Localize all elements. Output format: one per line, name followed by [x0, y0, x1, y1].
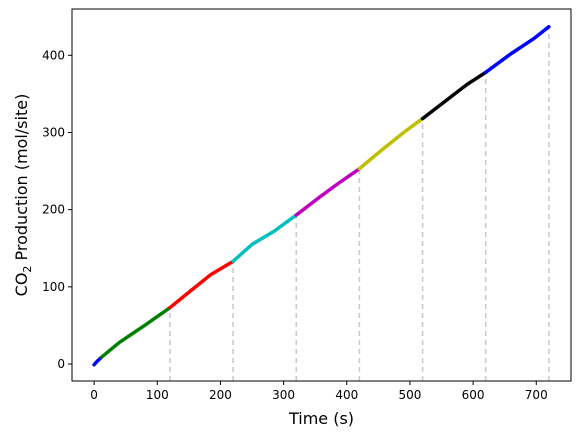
series-line-6 — [420, 70, 488, 121]
y-axis-label-rest: Production (mol/site) — [12, 94, 31, 266]
x-tick-label-0: 0 — [90, 388, 98, 402]
y-axis-label-subscript: 2 — [21, 266, 34, 273]
series-line-4 — [294, 167, 362, 217]
x-tick-label-3: 300 — [272, 388, 295, 402]
x-tick-label-7: 700 — [525, 388, 548, 402]
y-tick-label-0: 0 — [57, 357, 65, 371]
data-series — [92, 25, 551, 367]
x-tick-label-5: 500 — [398, 388, 421, 402]
axes-frame — [71, 8, 572, 382]
series-line-7 — [483, 25, 551, 75]
x-axis-label: Time (s) — [288, 409, 354, 428]
x-tick-label-1: 100 — [146, 388, 169, 402]
series-line-1 — [99, 305, 172, 359]
y-axis-ticks: 0 100 200 300 400 — [42, 48, 72, 371]
x-tick-label-6: 600 — [462, 388, 485, 402]
series-line-5 — [357, 116, 425, 171]
y-axis-label-main: CO — [12, 273, 31, 297]
x-tick-label-4: 400 — [335, 388, 358, 402]
series-line-2 — [168, 259, 235, 310]
series-line-3 — [231, 213, 298, 264]
y-tick-label-4: 400 — [42, 48, 65, 62]
x-axis-ticks: 0 100 200 300 400 500 600 700 — [90, 381, 548, 402]
y-tick-label-2: 200 — [42, 203, 65, 217]
y-tick-label-1: 100 — [42, 280, 65, 294]
y-tick-label-3: 300 — [42, 125, 65, 139]
y-axis-label: CO2 Production (mol/site) — [12, 94, 34, 297]
x-tick-label-2: 200 — [209, 388, 232, 402]
cycle-markers — [169, 26, 550, 381]
